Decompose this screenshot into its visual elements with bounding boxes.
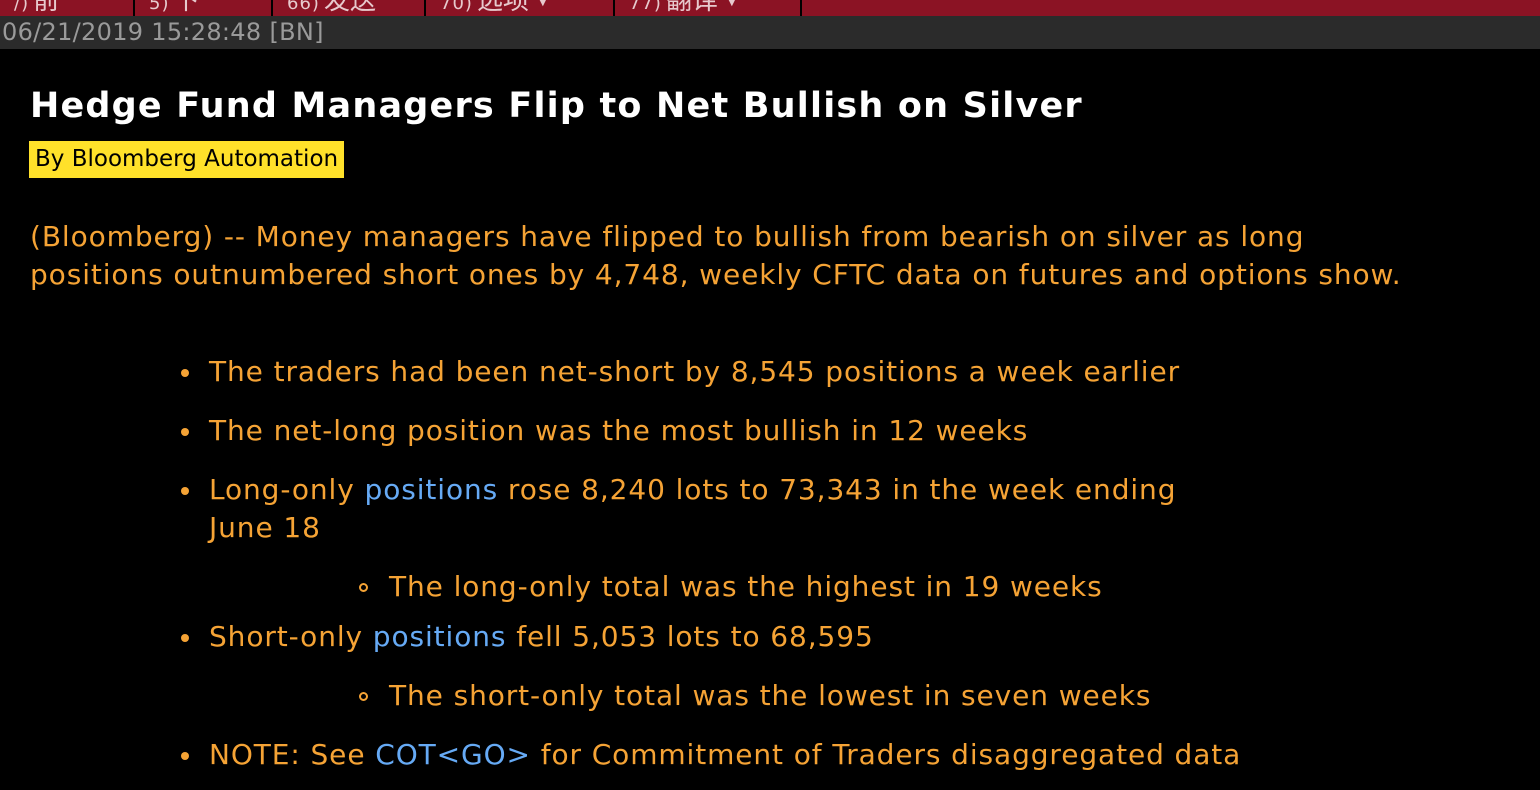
list-item: Short-only positions fell 5,053 lots to …: [181, 618, 874, 656]
story-source: [BN]: [269, 18, 324, 46]
bullet-icon: [181, 752, 189, 760]
cot-go-link[interactable]: COT<GO>: [375, 738, 531, 771]
story-header-bar: 06/21/2019 15:28:48 [BN]: [0, 16, 1540, 49]
next-label: 下: [173, 0, 200, 16]
bullet-text: The traders had been net-short by 8,545 …: [209, 355, 1181, 388]
send-button[interactable]: 66) 发送: [273, 0, 426, 16]
bullet-text-start: Short-only: [209, 620, 373, 653]
translate-dropdown[interactable]: 77) 翻译 ▼: [615, 0, 802, 16]
chevron-down-icon: ▼: [727, 0, 736, 8]
sub-list-item: The short-only total was the lowest in s…: [359, 677, 1152, 715]
bullet-icon: [181, 428, 189, 436]
back-label: 前: [33, 0, 60, 16]
story-timestamp: 06/21/2019 15:28:48: [2, 18, 262, 46]
sub-bullet-text: The long-only total was the highest in 1…: [389, 570, 1103, 603]
positions-link[interactable]: positions: [364, 473, 499, 506]
bullet-icon: [181, 369, 189, 377]
bullet-icon: [181, 487, 189, 495]
bullet-text-end: fell 5,053 lots to 68,595: [506, 620, 874, 653]
story-lead-paragraph: (Bloomberg) -- Money managers have flipp…: [30, 220, 1402, 291]
sub-bullet-icon: [359, 583, 368, 592]
bullet-text: The net-long position was the most bulli…: [209, 414, 1029, 447]
story-byline[interactable]: By Bloomberg Automation: [29, 141, 345, 178]
list-item: NOTE: See COT<GO> for Commitment of Trad…: [181, 736, 1242, 774]
send-label: 发送: [323, 0, 376, 16]
bullet-text-end: rose 8,240 lots to 73,343 in the week en…: [498, 473, 1177, 506]
list-item: Long-only positions rose 8,240 lots to 7…: [181, 471, 1177, 547]
options-label: 选项: [476, 0, 529, 16]
sub-list-item: The long-only total was the highest in 1…: [359, 568, 1103, 606]
sub-bullet-text: The short-only total was the lowest in s…: [389, 679, 1152, 712]
next-shortcut: 5): [149, 0, 170, 14]
bullet-text-start: Long-only: [209, 473, 365, 506]
back-shortcut: /): [14, 0, 30, 14]
send-shortcut: 66): [287, 0, 320, 14]
top-toolbar: /) 前 5) 下 66) 发送 70) 选项 ▼ 77) 翻译 ▼: [0, 0, 1540, 16]
options-shortcut: 70): [440, 0, 473, 14]
list-item: The traders had been net-short by 8,545 …: [181, 353, 1181, 391]
translate-label: 翻译: [665, 0, 718, 16]
sub-bullet-icon: [359, 692, 368, 701]
translate-shortcut: 77): [629, 0, 662, 14]
list-item: The net-long position was the most bulli…: [181, 412, 1029, 450]
back-button[interactable]: /) 前: [0, 0, 135, 16]
bullet-text-end: for Commitment of Traders disaggregated …: [530, 738, 1242, 771]
bullet-icon: [181, 634, 189, 642]
story-headline: Hedge Fund Managers Flip to Net Bullish …: [30, 86, 1083, 126]
bullet-text-continued: June 18: [209, 511, 321, 544]
next-button[interactable]: 5) 下: [135, 0, 273, 16]
bullet-text-start: NOTE: See: [209, 738, 376, 771]
chevron-down-icon: ▼: [538, 0, 547, 8]
options-dropdown[interactable]: 70) 选项 ▼: [426, 0, 615, 16]
story-timestamp-line: 06/21/2019 15:28:48 [BN]: [2, 18, 324, 46]
positions-link[interactable]: positions: [372, 620, 507, 653]
